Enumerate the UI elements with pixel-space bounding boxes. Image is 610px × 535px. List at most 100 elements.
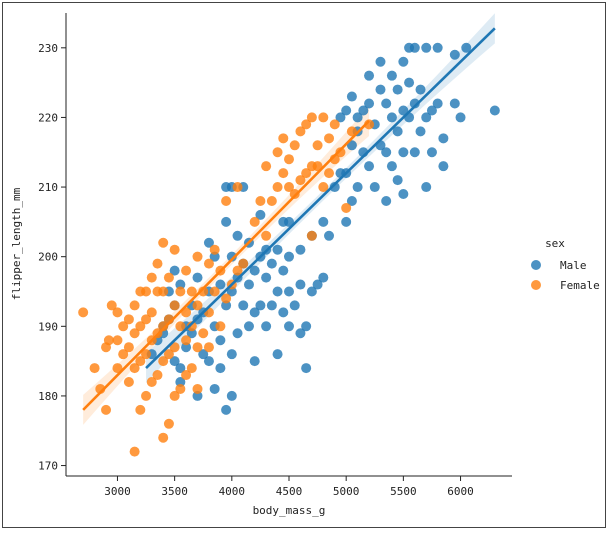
point-male-78: [318, 272, 329, 283]
point-male-61: [272, 244, 283, 255]
point-female-17: [129, 328, 140, 339]
point-male-71: [295, 279, 306, 290]
point-male-68: [284, 216, 294, 227]
y-axis-title: flipper_length_mm: [10, 187, 23, 300]
point-female-8: [112, 335, 123, 346]
point-female-0: [78, 307, 89, 318]
point-female-90: [295, 175, 306, 186]
point-male-96: [364, 98, 375, 109]
point-female-69: [215, 321, 226, 332]
point-male-23: [203, 237, 214, 248]
point-male-9: [175, 377, 186, 388]
point-female-13: [123, 342, 134, 353]
point-male-24: [209, 383, 220, 394]
point-male-67: [284, 251, 294, 262]
point-male-133: [449, 98, 460, 109]
point-female-68: [209, 244, 220, 255]
point-male-88: [346, 140, 357, 151]
point-male-50: [249, 265, 260, 276]
point-male-49: [249, 307, 260, 318]
point-female-101: [324, 168, 335, 179]
point-female-75: [232, 182, 243, 193]
point-male-62: [278, 307, 289, 318]
point-male-109: [392, 175, 403, 186]
point-female-57: [186, 286, 197, 297]
point-female-19: [135, 404, 146, 415]
point-male-107: [386, 112, 397, 123]
point-female-50: [175, 286, 186, 297]
point-male-73: [301, 363, 312, 374]
regression-line-male: [145, 27, 496, 370]
point-female-84: [278, 168, 289, 179]
point-male-102: [375, 56, 386, 67]
point-male-12: [181, 342, 192, 353]
point-male-97: [364, 70, 375, 81]
point-male-119: [409, 147, 420, 158]
point-male-127: [426, 147, 437, 158]
point-female-86: [284, 182, 294, 193]
point-male-125: [421, 112, 432, 123]
point-female-45: [169, 342, 180, 353]
point-female-7: [112, 363, 123, 374]
point-female-43: [163, 272, 174, 283]
point-female-9: [112, 307, 123, 318]
point-male-63: [278, 265, 289, 276]
point-male-131: [438, 161, 449, 172]
point-male-37: [226, 251, 237, 262]
legend-title: sex: [545, 237, 565, 250]
regression-line-female: [82, 120, 370, 411]
point-female-106: [341, 202, 352, 213]
point-female-58: [192, 383, 203, 394]
point-male-41: [232, 230, 243, 241]
x-ticks: 3000 3500 4000 4500 5000 5500 6000: [104, 476, 474, 498]
point-female-89: [289, 140, 300, 151]
point-male-66: [284, 286, 294, 297]
point-male-81: [329, 182, 340, 193]
point-female-91: [295, 126, 306, 137]
point-female-51: [181, 370, 192, 381]
point-male-129: [432, 98, 443, 109]
point-female-61: [192, 251, 203, 262]
point-female-87: [284, 154, 294, 165]
point-male-90: [352, 182, 363, 193]
point-male-122: [415, 126, 426, 137]
regression-lines: [82, 27, 496, 411]
point-female-39: [158, 237, 169, 248]
point-female-11: [118, 321, 129, 332]
point-female-78: [255, 195, 266, 206]
point-female-27: [146, 377, 157, 388]
point-female-18: [129, 300, 140, 311]
point-male-70: [295, 328, 306, 339]
point-male-80: [324, 230, 335, 241]
y-tick-label-210: 210: [38, 181, 58, 194]
point-female-37: [158, 321, 169, 332]
point-female-56: [186, 321, 197, 332]
point-male-124: [421, 182, 432, 193]
point-male-136: [461, 42, 472, 53]
point-male-32: [221, 216, 232, 227]
point-male-137: [489, 105, 500, 116]
point-female-29: [146, 307, 157, 318]
point-female-99: [318, 182, 329, 193]
point-female-63: [198, 286, 209, 297]
point-male-8: [169, 265, 180, 276]
legend-marker-female: [531, 280, 541, 290]
point-female-71: [221, 293, 232, 304]
point-female-46: [169, 300, 180, 311]
legend-label-female: Female: [560, 279, 600, 292]
x-tick-label-3500: 3500: [161, 485, 188, 498]
point-male-130: [432, 42, 443, 53]
point-male-128: [426, 105, 437, 116]
point-male-19: [198, 349, 209, 360]
point-male-105: [381, 98, 392, 109]
point-male-69: [289, 300, 300, 311]
point-female-76: [238, 258, 249, 269]
point-male-30: [221, 404, 232, 415]
point-female-59: [192, 342, 203, 353]
y-tick-label-220: 220: [38, 111, 58, 124]
point-male-28: [215, 335, 226, 346]
point-male-34: [226, 390, 237, 401]
legend-marker-male: [531, 260, 541, 270]
point-female-36: [158, 356, 169, 367]
point-male-95: [364, 161, 375, 172]
